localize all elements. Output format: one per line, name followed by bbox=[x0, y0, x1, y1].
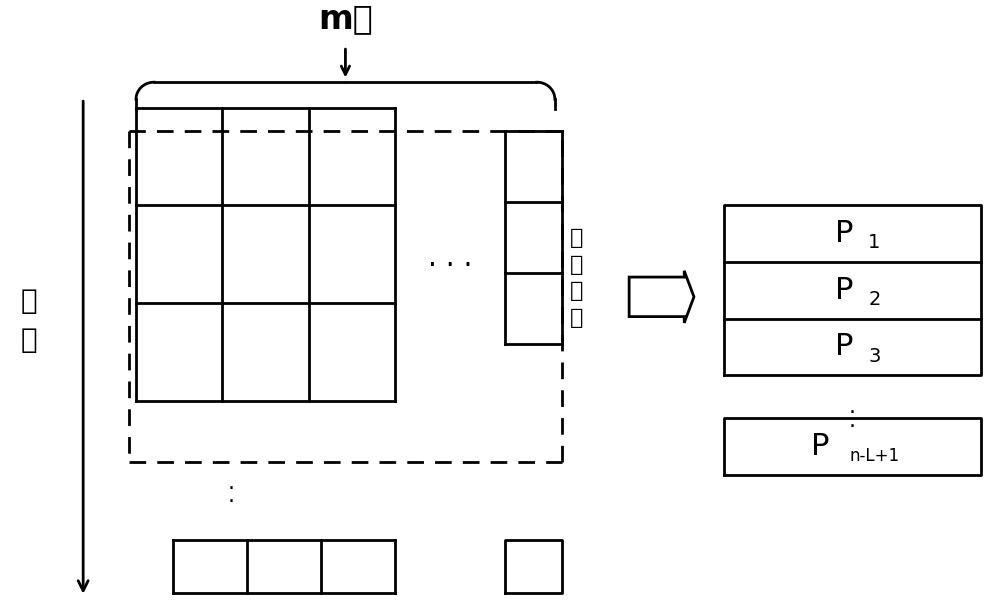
Text: P: P bbox=[835, 333, 854, 362]
Text: n-L+1: n-L+1 bbox=[849, 446, 900, 465]
Text: P: P bbox=[835, 219, 854, 248]
Text: m维: m维 bbox=[318, 2, 373, 35]
Text: P: P bbox=[835, 276, 854, 304]
Text: · · ·: · · · bbox=[428, 252, 472, 280]
Text: 滑
动
窗
口: 滑 动 窗 口 bbox=[570, 228, 583, 328]
Text: ·: · bbox=[227, 492, 234, 512]
Text: P: P bbox=[811, 432, 830, 461]
Text: ·: · bbox=[849, 403, 856, 423]
Text: 1: 1 bbox=[868, 234, 881, 252]
Text: 2: 2 bbox=[868, 290, 881, 309]
Polygon shape bbox=[629, 271, 694, 323]
Text: ·: · bbox=[227, 479, 234, 499]
Text: 时
间: 时 间 bbox=[21, 287, 38, 354]
Text: 3: 3 bbox=[868, 347, 881, 366]
Text: ·: · bbox=[849, 418, 856, 437]
